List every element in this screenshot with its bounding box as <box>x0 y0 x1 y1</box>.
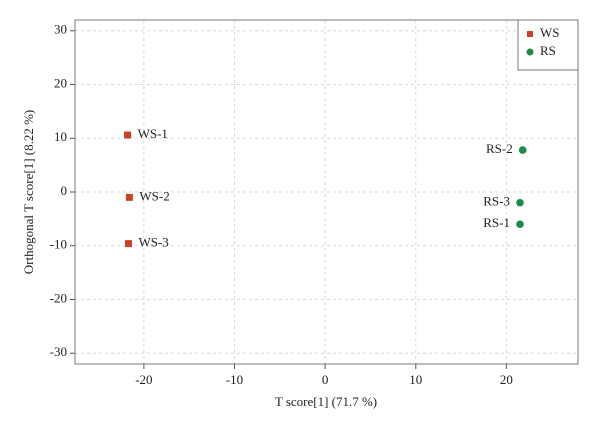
x-tick-label: 0 <box>322 372 329 387</box>
y-tick-label: -30 <box>50 344 67 359</box>
legend-marker <box>526 48 534 56</box>
x-tick-label: -20 <box>135 372 152 387</box>
point <box>518 146 527 154</box>
x-tick-label: 10 <box>409 372 422 387</box>
point-label: WS-1 <box>138 126 168 141</box>
point-label: WS-2 <box>139 188 169 203</box>
legend-label: RS <box>540 43 556 58</box>
legend-marker <box>527 31 533 37</box>
point <box>516 198 524 207</box>
point <box>124 240 132 248</box>
y-tick-label: 10 <box>54 129 67 144</box>
point-label: RS-3 <box>483 194 510 209</box>
x-axis-label: T score[1] (71.7 %) <box>275 394 377 409</box>
y-tick-label: 30 <box>54 22 67 37</box>
plot-frame <box>74 19 579 365</box>
y-tick-label: -20 <box>50 290 67 305</box>
point <box>124 131 132 139</box>
point-label: RS-1 <box>483 215 510 230</box>
point-label: WS-3 <box>138 235 168 250</box>
point <box>516 220 524 229</box>
y-tick-label: 20 <box>54 75 67 90</box>
x-tick-label: 20 <box>500 372 513 387</box>
x-tick-label: -10 <box>226 372 243 387</box>
y-tick-label: 0 <box>61 183 68 198</box>
legend-label: WS <box>540 25 560 40</box>
y-axis-label: Orthogonal T score[1] (8.22 %) <box>21 110 36 275</box>
legend-box <box>517 19 579 71</box>
y-tick-label: -10 <box>50 237 67 252</box>
point <box>125 193 133 201</box>
point-label: RS-2 <box>486 141 513 156</box>
